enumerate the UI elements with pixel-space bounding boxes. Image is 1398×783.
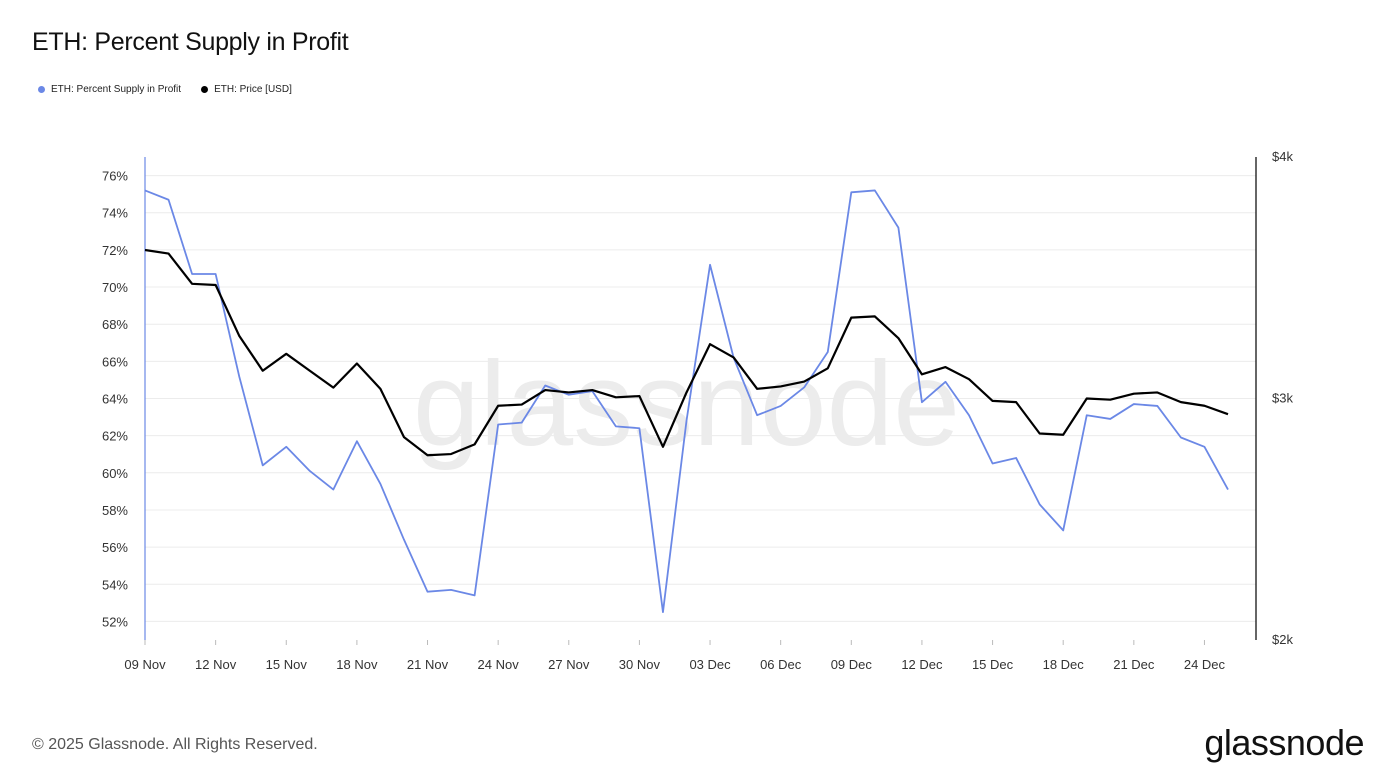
y-left-tick-label: 66% xyxy=(102,354,128,369)
x-tick-label: 24 Dec xyxy=(1184,657,1226,672)
x-tick-label: 21 Dec xyxy=(1113,657,1155,672)
y-left-tick-label: 72% xyxy=(102,243,128,258)
y-left-tick-label: 54% xyxy=(102,577,128,592)
y-left-tick-label: 52% xyxy=(102,614,128,629)
y-left-tick-label: 62% xyxy=(102,429,128,444)
y-left-tick-label: 70% xyxy=(102,280,128,295)
page-title: ETH: Percent Supply in Profit xyxy=(32,28,349,56)
series-line-supply-in-profit xyxy=(144,189,1229,614)
x-tick-label: 15 Nov xyxy=(266,657,308,672)
series-line-price xyxy=(144,248,1229,457)
y-left-tick-label: 74% xyxy=(102,206,128,221)
legend-item-supply[interactable]: ETH: Percent Supply in Profit xyxy=(38,84,181,95)
legend-dot-price xyxy=(201,86,209,93)
x-tick-label: 06 Dec xyxy=(760,657,802,672)
y-right-tick-label: $4k xyxy=(1272,149,1293,164)
chart-legend: ETH: Percent Supply in Profit ETH: Price… xyxy=(38,84,292,95)
legend-label-price: ETH: Price [USD] xyxy=(214,84,292,95)
watermark-text: glassnode xyxy=(413,337,960,471)
x-tick-label: 15 Dec xyxy=(972,657,1014,672)
x-tick-label: 30 Nov xyxy=(619,657,661,672)
y-left-tick-label: 60% xyxy=(102,466,128,481)
y-left-tick-label: 76% xyxy=(102,169,128,184)
y-right-tick-label: $2k xyxy=(1272,632,1293,647)
y-right-tick-label: $3k xyxy=(1272,391,1293,406)
legend-dot-supply xyxy=(38,86,45,93)
legend-item-price[interactable]: ETH: Price [USD] xyxy=(201,84,292,95)
x-tick-label: 12 Dec xyxy=(901,657,943,672)
x-tick-label: 09 Nov xyxy=(124,657,166,672)
x-tick-label: 18 Nov xyxy=(336,657,378,672)
x-tick-label: 09 Dec xyxy=(831,657,873,672)
x-tick-label: 27 Nov xyxy=(548,657,590,672)
y-left-tick-label: 64% xyxy=(102,392,128,407)
y-left-tick-label: 58% xyxy=(102,503,128,518)
legend-label-supply: ETH: Percent Supply in Profit xyxy=(51,84,182,95)
x-tick-label: 12 Nov xyxy=(195,657,237,672)
x-tick-label: 18 Dec xyxy=(1043,657,1085,672)
y-left-tick-label: 68% xyxy=(102,317,128,332)
y-left-tick-label: 56% xyxy=(102,540,128,555)
x-tick-label: 03 Dec xyxy=(689,657,731,672)
x-tick-label: 24 Nov xyxy=(478,657,520,672)
x-tick-label: 21 Nov xyxy=(407,657,449,672)
copyright-footer: © 2025 Glassnode. All Rights Reserved. xyxy=(32,736,318,753)
brand-logo: glassnode xyxy=(1204,722,1364,763)
